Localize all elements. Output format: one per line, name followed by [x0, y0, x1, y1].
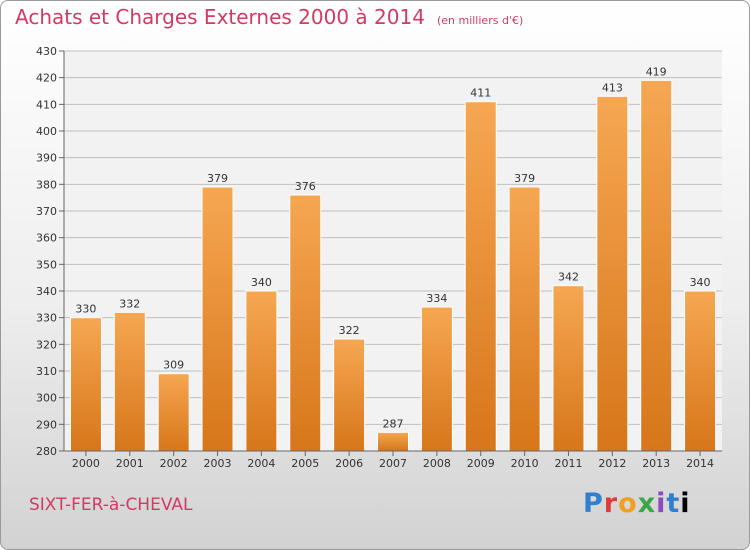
y-tick-label: 390 [36, 152, 57, 165]
data-label-2007: 287 [383, 417, 404, 430]
bar-2007 [377, 431, 409, 452]
proxiti-logo: Proxiti [583, 488, 691, 519]
x-tick-label-2008: 2008 [423, 457, 451, 470]
data-label-2013: 419 [646, 65, 667, 78]
bar-2000 [69, 317, 102, 452]
bar-2006 [333, 338, 366, 452]
data-label-2000: 330 [75, 303, 96, 316]
data-label-2001: 332 [119, 297, 140, 310]
x-tick-label-2012: 2012 [598, 457, 626, 470]
bar-2004 [245, 290, 278, 452]
data-label-2014: 340 [690, 276, 711, 289]
x-tick-label-2013: 2013 [642, 457, 670, 470]
y-tick-label: 280 [36, 445, 57, 458]
x-tick-label-2003: 2003 [204, 457, 232, 470]
y-tick-label: 340 [36, 285, 57, 298]
bar-2010 [508, 186, 541, 452]
bar-2001 [113, 311, 146, 452]
x-tick-label-2005: 2005 [291, 457, 319, 470]
data-label-2002: 309 [163, 359, 184, 372]
y-tick-label: 350 [36, 258, 57, 271]
x-tick-label-2001: 2001 [116, 457, 144, 470]
data-label-2009: 411 [470, 87, 491, 100]
x-tick-label-2011: 2011 [554, 457, 582, 470]
bar-2013 [640, 79, 673, 452]
y-tick-label: 420 [36, 72, 57, 85]
bar-2014 [684, 290, 717, 452]
y-tick-label: 360 [36, 232, 57, 245]
bar-2012 [596, 95, 629, 452]
bar-2009 [464, 101, 497, 452]
y-tick-label: 410 [36, 98, 57, 111]
chart-unit: (en milliers d'€) [436, 14, 524, 27]
chart-title: Achats et Charges Externes 2000 à 2014 (e… [15, 5, 523, 29]
chart-title-text: Achats et Charges Externes 2000 à 2014 [15, 5, 425, 29]
y-axis: 280 290 300 310 320 330 340 350 360 370 380 390 400 4… [36, 45, 65, 458]
x-tick-label-2000: 2000 [72, 457, 100, 470]
x-axis: 2000 2001 2002 2003 2004 2005 2006 2007 2008 2009… [64, 450, 722, 470]
y-tick-label: 430 [36, 45, 57, 58]
x-tick-label-2004: 2004 [247, 457, 275, 470]
data-label-2010: 379 [514, 172, 535, 185]
x-tick-label-2010: 2010 [511, 457, 539, 470]
x-tick-label-2007: 2007 [379, 457, 407, 470]
data-label-2011: 342 [558, 271, 579, 284]
bars [69, 79, 717, 452]
y-tick-label: 290 [36, 418, 57, 431]
x-tick-label-2014: 2014 [686, 457, 714, 470]
bar-2003 [201, 186, 234, 452]
y-tick-label: 310 [36, 365, 57, 378]
data-label-2005: 376 [295, 180, 316, 193]
data-label-2003: 379 [207, 172, 228, 185]
x-tick-label-2009: 2009 [467, 457, 495, 470]
location-name: SIXT-FER-à-CHEVAL [29, 495, 193, 515]
y-tick-label: 400 [36, 125, 57, 138]
x-tick-label-2002: 2002 [160, 457, 188, 470]
bar-2002 [157, 373, 190, 452]
y-tick-label: 300 [36, 392, 57, 405]
bar-2008 [420, 306, 453, 452]
data-label-2012: 413 [602, 81, 623, 94]
x-tick-label-2006: 2006 [335, 457, 363, 470]
bar-2005 [289, 194, 322, 452]
data-labels: 330 332 309 379 340 376 322 287 334 411 379 342 413 4… [75, 65, 710, 430]
y-tick-label: 330 [36, 312, 57, 325]
y-tick-label: 320 [36, 338, 57, 351]
bar-2011 [552, 285, 585, 452]
y-tick-label: 370 [36, 205, 57, 218]
data-label-2004: 340 [251, 276, 272, 289]
data-label-2008: 334 [426, 292, 447, 305]
y-tick-label: 380 [36, 178, 57, 191]
data-label-2006: 322 [339, 324, 360, 337]
